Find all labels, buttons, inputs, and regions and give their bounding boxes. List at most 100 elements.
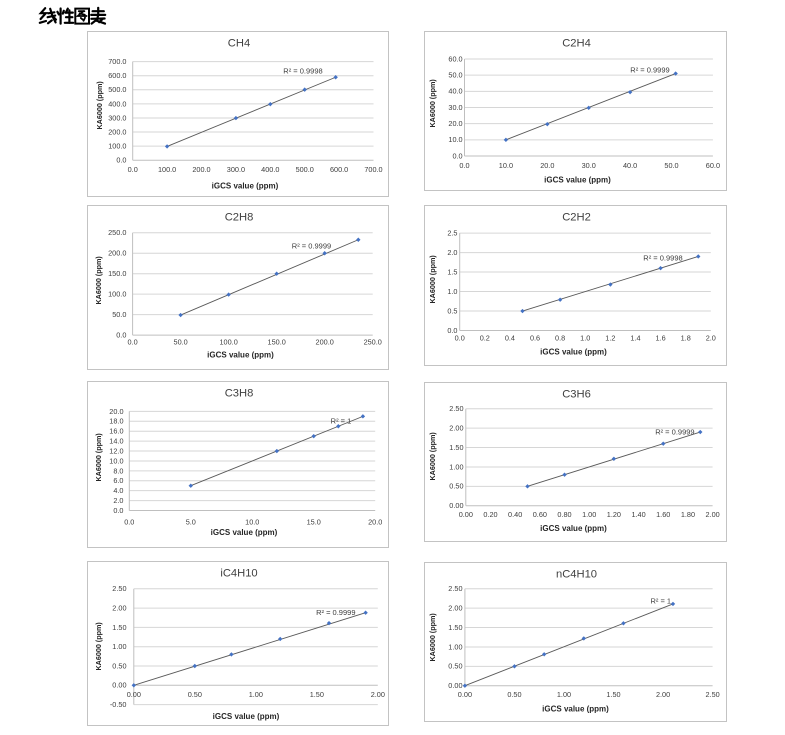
svg-text:0.5: 0.5 [447, 306, 457, 315]
svg-text:R² = 0.9999: R² = 0.9999 [655, 427, 694, 436]
svg-text:R² = 0.9999: R² = 0.9999 [316, 608, 355, 617]
svg-text:1.0: 1.0 [580, 333, 590, 342]
svg-text:2.00: 2.00 [705, 510, 719, 519]
svg-text:0.20: 0.20 [483, 510, 497, 519]
svg-text:60.0: 60.0 [448, 54, 462, 63]
svg-text:500.0: 500.0 [296, 165, 314, 174]
svg-text:0.00: 0.00 [448, 681, 462, 690]
svg-text:0.8: 0.8 [555, 333, 565, 342]
svg-text:250.0: 250.0 [364, 338, 382, 347]
svg-text:300.0: 300.0 [227, 165, 245, 174]
svg-text:1.80: 1.80 [681, 510, 695, 519]
svg-text:700.0: 700.0 [364, 165, 382, 174]
svg-text:30.0: 30.0 [582, 161, 596, 170]
svg-text:0.00: 0.00 [127, 690, 141, 699]
svg-text:KA6000 (ppm): KA6000 (ppm) [95, 81, 104, 130]
svg-text:1.5: 1.5 [447, 267, 457, 276]
svg-text:4.0: 4.0 [113, 486, 123, 495]
svg-text:1.00: 1.00 [449, 462, 463, 471]
svg-text:1.6: 1.6 [656, 333, 666, 342]
svg-text:15.0: 15.0 [307, 518, 321, 527]
svg-text:1.50: 1.50 [606, 690, 620, 699]
svg-text:KA6000 (ppm): KA6000 (ppm) [428, 79, 437, 128]
svg-text:8.0: 8.0 [113, 466, 123, 475]
svg-text:iGCS value (ppm): iGCS value (ppm) [212, 182, 279, 191]
svg-text:1.00: 1.00 [582, 510, 596, 519]
svg-text:KA6000 (ppm): KA6000 (ppm) [428, 613, 437, 662]
svg-text:30.0: 30.0 [448, 103, 462, 112]
svg-text:1.50: 1.50 [449, 443, 463, 452]
svg-text:iGCS value (ppm): iGCS value (ppm) [207, 351, 274, 360]
svg-text:600.0: 600.0 [108, 71, 126, 80]
svg-text:0.00: 0.00 [458, 690, 472, 699]
svg-text:R² = 0.9999: R² = 0.9999 [630, 65, 669, 74]
svg-text:0.0: 0.0 [128, 165, 138, 174]
svg-text:0.50: 0.50 [448, 662, 462, 671]
svg-text:150.0: 150.0 [268, 338, 286, 347]
svg-text:10.0: 10.0 [499, 161, 513, 170]
svg-text:100.0: 100.0 [108, 142, 126, 151]
svg-text:1.60: 1.60 [656, 510, 670, 519]
svg-text:10.0: 10.0 [109, 456, 123, 465]
svg-text:50.0: 50.0 [664, 161, 678, 170]
svg-text:12.0: 12.0 [109, 446, 123, 455]
svg-text:0.00: 0.00 [449, 501, 463, 510]
svg-text:KA6000 (ppm): KA6000 (ppm) [94, 433, 103, 482]
svg-text:400.0: 400.0 [261, 165, 279, 174]
svg-text:2.00: 2.00 [448, 604, 462, 613]
svg-text:14.0: 14.0 [109, 437, 123, 446]
svg-text:0.0: 0.0 [459, 161, 469, 170]
svg-text:KA6000 (ppm): KA6000 (ppm) [428, 255, 437, 304]
svg-text:R² = 0.9998: R² = 0.9998 [643, 253, 682, 262]
svg-text:0.50: 0.50 [507, 690, 521, 699]
svg-text:iGCS value (ppm): iGCS value (ppm) [544, 176, 611, 185]
svg-text:1.00: 1.00 [557, 690, 571, 699]
svg-text:1.00: 1.00 [112, 642, 126, 651]
svg-text:50.0: 50.0 [174, 338, 188, 347]
svg-text:0.0: 0.0 [128, 338, 138, 347]
svg-text:20.0: 20.0 [540, 161, 554, 170]
svg-text:1.00: 1.00 [249, 690, 263, 699]
svg-text:0.0: 0.0 [116, 331, 126, 340]
svg-text:0.40: 0.40 [508, 510, 522, 519]
svg-text:R² = 0.9999: R² = 0.9999 [292, 242, 331, 251]
svg-text:150.0: 150.0 [108, 269, 126, 278]
svg-text:2.50: 2.50 [448, 584, 462, 593]
svg-text:iGCS value (ppm): iGCS value (ppm) [213, 712, 280, 721]
svg-text:2.00: 2.00 [449, 424, 463, 433]
svg-text:0.4: 0.4 [505, 333, 515, 342]
svg-text:2.00: 2.00 [112, 604, 126, 613]
svg-text:60.0: 60.0 [706, 161, 720, 170]
svg-text:700.0: 700.0 [108, 57, 126, 66]
svg-text:1.4: 1.4 [630, 333, 640, 342]
svg-text:R² = 0.9998: R² = 0.9998 [283, 67, 322, 76]
svg-text:C2H4: C2H4 [562, 38, 591, 50]
svg-text:2.0: 2.0 [447, 248, 457, 257]
svg-text:10.0: 10.0 [448, 135, 462, 144]
svg-text:0.50: 0.50 [449, 482, 463, 491]
svg-text:20.0: 20.0 [368, 518, 382, 527]
svg-text:500.0: 500.0 [108, 85, 126, 94]
svg-text:-0.50: -0.50 [110, 700, 127, 709]
svg-text:KA6000 (ppm): KA6000 (ppm) [94, 622, 103, 671]
svg-text:100.0: 100.0 [220, 338, 238, 347]
svg-text:0.0: 0.0 [124, 518, 134, 527]
svg-text:KA6000 (ppm): KA6000 (ppm) [94, 256, 103, 305]
svg-text:0.50: 0.50 [188, 690, 202, 699]
svg-text:nC4H10: nC4H10 [556, 569, 597, 581]
svg-text:0.0: 0.0 [455, 333, 465, 342]
svg-text:18.0: 18.0 [109, 417, 123, 426]
svg-text:600.0: 600.0 [330, 165, 348, 174]
svg-text:1.8: 1.8 [681, 333, 691, 342]
svg-text:C3H6: C3H6 [562, 389, 591, 401]
svg-text:0.0: 0.0 [452, 151, 462, 160]
svg-text:CH4: CH4 [228, 38, 250, 50]
svg-text:0.50: 0.50 [112, 661, 126, 670]
svg-text:20.0: 20.0 [109, 407, 123, 416]
svg-text:2.50: 2.50 [449, 404, 463, 413]
svg-text:2.5: 2.5 [447, 229, 457, 238]
svg-text:R² = 1: R² = 1 [650, 597, 671, 606]
svg-text:C2H2: C2H2 [562, 212, 591, 224]
svg-text:20.0: 20.0 [448, 119, 462, 128]
svg-text:1.50: 1.50 [112, 623, 126, 632]
